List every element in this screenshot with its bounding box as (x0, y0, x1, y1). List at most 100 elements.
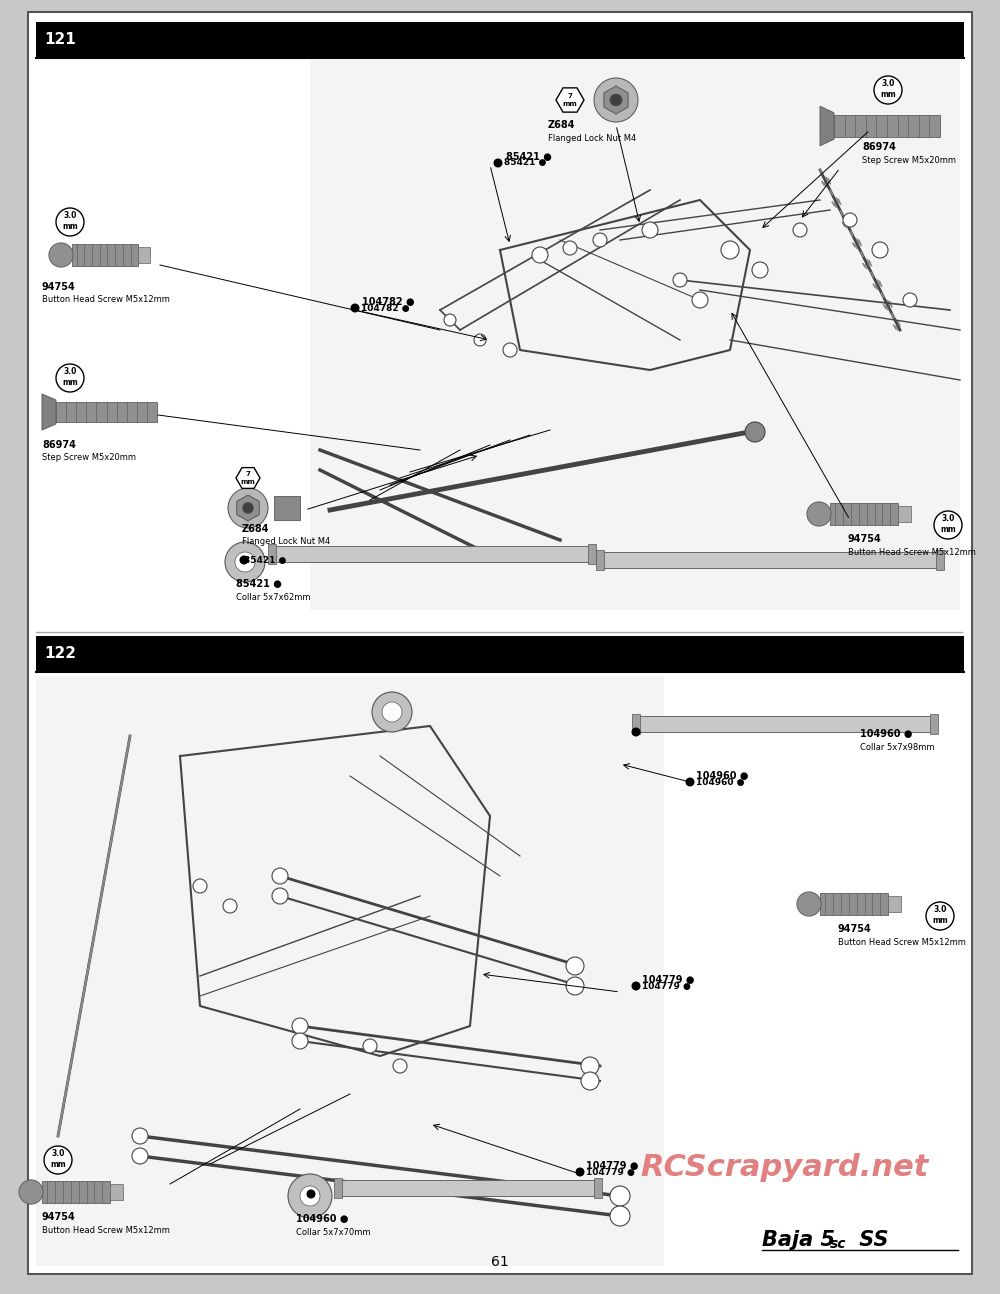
Bar (338, 1180, 598, 1196)
Circle shape (292, 1033, 308, 1049)
Circle shape (903, 292, 917, 307)
Text: 104782 ●: 104782 ● (361, 304, 410, 312)
Polygon shape (138, 247, 150, 263)
Circle shape (288, 1174, 332, 1218)
Text: 3.0
mm: 3.0 mm (50, 1149, 66, 1168)
Circle shape (566, 977, 584, 995)
Text: 122: 122 (44, 647, 76, 661)
Text: Baja 5: Baja 5 (762, 1231, 835, 1250)
Bar (334, 1178, 342, 1198)
Circle shape (793, 223, 807, 237)
Circle shape (503, 343, 517, 357)
Text: 94754: 94754 (42, 282, 76, 292)
Circle shape (272, 888, 288, 905)
Circle shape (494, 158, 503, 167)
Text: Button Head Screw M5x12mm: Button Head Screw M5x12mm (42, 1225, 170, 1234)
Circle shape (673, 273, 687, 287)
Circle shape (843, 214, 857, 226)
Circle shape (610, 94, 622, 106)
Text: Montage der Heckrammerhalterung    リアバンパーマウントの取付け: Montage der Heckrammerhalterung リアバンパーマウ… (108, 659, 440, 668)
Text: Flanged Lock Nut M4: Flanged Lock Nut M4 (242, 537, 330, 546)
Bar (36, 22, 964, 58)
Circle shape (292, 1018, 308, 1034)
Text: 7
mm: 7 mm (241, 471, 255, 484)
Polygon shape (820, 893, 888, 915)
Bar (588, 543, 596, 564)
Text: Step Screw M5x20mm: Step Screw M5x20mm (42, 453, 136, 462)
Text: Button Head Screw M5x12mm: Button Head Screw M5x12mm (848, 547, 976, 556)
Text: Collar 5x7x62mm: Collar 5x7x62mm (236, 593, 310, 602)
Circle shape (272, 868, 288, 884)
Text: 61: 61 (491, 1255, 509, 1269)
Text: 94754: 94754 (42, 1212, 76, 1222)
Polygon shape (604, 85, 628, 114)
Text: sc: sc (830, 1237, 846, 1251)
Text: 104960 ●: 104960 ● (696, 771, 748, 782)
Circle shape (686, 778, 694, 787)
Polygon shape (832, 115, 940, 137)
Text: Z684: Z684 (548, 120, 576, 129)
Circle shape (223, 899, 237, 914)
Circle shape (576, 1167, 584, 1176)
Circle shape (393, 1058, 407, 1073)
Circle shape (306, 1189, 316, 1198)
Text: Flanged Lock Nut M4: Flanged Lock Nut M4 (548, 135, 636, 144)
Circle shape (745, 422, 765, 443)
Text: 86974: 86974 (862, 142, 896, 151)
Text: 121: 121 (44, 32, 76, 48)
Bar (632, 713, 640, 735)
Bar (36, 675, 664, 1266)
Polygon shape (888, 897, 901, 912)
Circle shape (235, 553, 255, 572)
Circle shape (56, 208, 84, 236)
Text: Step Screw M5x20mm: Step Screw M5x20mm (862, 157, 956, 166)
Circle shape (926, 902, 954, 930)
Text: 104779 ●: 104779 ● (586, 1161, 638, 1171)
Circle shape (474, 334, 486, 345)
Polygon shape (236, 467, 260, 488)
Bar (272, 546, 592, 562)
Polygon shape (72, 245, 138, 267)
Text: Front Bumper Installation    Mise en place du pare-chocs avant: Front Bumper Installation Mise en place … (108, 32, 525, 45)
Polygon shape (38, 638, 92, 670)
Text: 104779 ●: 104779 ● (642, 974, 694, 985)
Circle shape (593, 233, 607, 247)
Polygon shape (110, 1184, 123, 1200)
Text: 3.0
mm: 3.0 mm (62, 367, 78, 387)
Text: Collar 5x7x98mm: Collar 5x7x98mm (860, 743, 934, 752)
Circle shape (934, 511, 962, 540)
Text: 86974: 86974 (42, 440, 76, 450)
Circle shape (193, 879, 207, 893)
Bar (596, 550, 604, 571)
FancyBboxPatch shape (28, 12, 972, 1275)
Text: Collar 5x7x70mm: Collar 5x7x70mm (296, 1228, 370, 1237)
Bar (36, 635, 964, 672)
Circle shape (242, 502, 254, 514)
Text: 3.0
mm: 3.0 mm (932, 906, 948, 925)
Text: Z684: Z684 (242, 524, 270, 534)
Text: 94754: 94754 (848, 534, 882, 543)
Text: Rear Bumper Mount Installation    Mise en place du support de pare-chocs arrière: Rear Bumper Mount Installation Mise en p… (108, 646, 651, 659)
Ellipse shape (49, 243, 73, 267)
Bar (36, 22, 964, 58)
Text: 7
mm: 7 mm (563, 93, 577, 106)
Text: 104782 ●: 104782 ● (362, 298, 415, 307)
Text: 104779 ●: 104779 ● (586, 1167, 635, 1176)
Polygon shape (274, 496, 300, 520)
Text: 104960 ●: 104960 ● (296, 1214, 348, 1224)
Circle shape (44, 1146, 72, 1174)
Bar (936, 550, 944, 571)
Polygon shape (38, 25, 92, 56)
Circle shape (56, 364, 84, 392)
Text: 104960 ●: 104960 ● (860, 729, 912, 739)
Text: RCScrapyard.net: RCScrapyard.net (640, 1153, 928, 1183)
Text: Button Head Screw M5x12mm: Button Head Screw M5x12mm (838, 938, 966, 947)
Polygon shape (42, 393, 56, 430)
Text: 85421 ●: 85421 ● (504, 158, 546, 167)
Circle shape (632, 982, 640, 990)
Circle shape (363, 1039, 377, 1053)
Text: 85421 ●: 85421 ● (244, 555, 286, 564)
Bar (600, 553, 940, 568)
Circle shape (300, 1187, 320, 1206)
Circle shape (225, 542, 265, 582)
